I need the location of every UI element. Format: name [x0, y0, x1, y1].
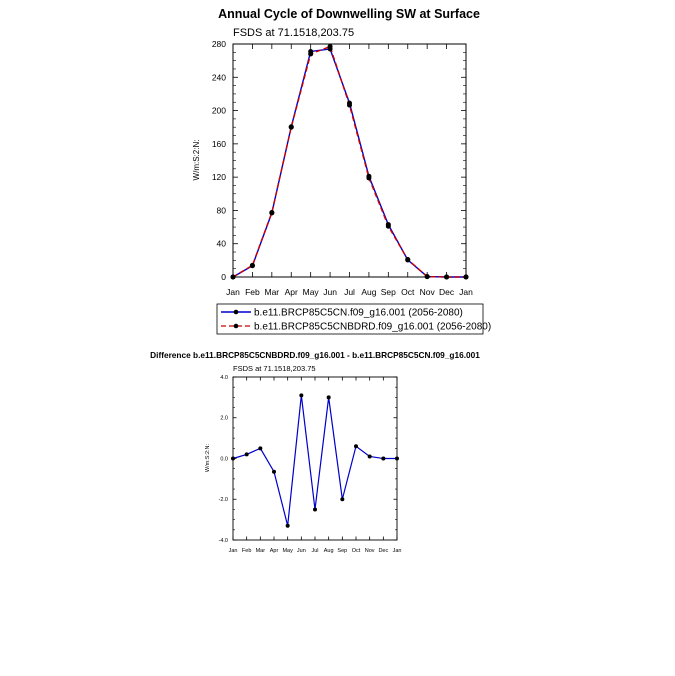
diff-chart-subtitle: FSDS at 71.1518,203.75 [233, 364, 316, 373]
x-tick-label: Mar [265, 287, 280, 297]
diff-chart-title: Difference b.e11.BRCP85C5CNBDRD.f09_g16.… [150, 350, 480, 360]
series-line-0 [232, 395, 397, 526]
data-point [285, 523, 290, 528]
x-tick-label: Jan [229, 548, 238, 554]
legend-label-bdrd: b.e11.BRCP85C5CNBDRD.f09_g16.001 (2056-2… [254, 322, 491, 333]
y-tick-label: 4.0 [220, 375, 228, 381]
y-tick-label: 240 [212, 72, 226, 82]
x-tick-label: Sep [337, 548, 347, 554]
x-tick-label: Aug [361, 287, 376, 297]
y-tick-label: 200 [212, 106, 226, 116]
annual-cycle-chart: Annual Cycle of Downwelling SW at Surfac… [192, 7, 491, 335]
data-point [424, 274, 430, 280]
data-point [249, 262, 255, 268]
legend-box [216, 303, 484, 335]
y-tick-label: 0.0 [220, 456, 228, 462]
data-point [463, 274, 469, 280]
diff-series-group [231, 393, 399, 528]
x-tick-label: Feb [242, 548, 251, 554]
x-tick-label: Jun [323, 287, 337, 297]
legend-label-cn: b.e11.BRCP85C5CN.f09_g16.001 (2056-2080) [254, 308, 463, 319]
data-point [347, 102, 352, 108]
chart-title: Annual Cycle of Downwelling SW at Surfac… [218, 7, 480, 21]
data-point [326, 395, 331, 400]
x-tick-label: Apr [270, 548, 279, 554]
x-tick-label: Jan [459, 287, 473, 297]
data-point [367, 454, 372, 459]
y-tick-label: -4.0 [219, 538, 228, 544]
y-tick-label: 40 [217, 239, 227, 249]
diff-y-axis-label: W/m:S:2:N: [205, 443, 211, 472]
series-line-0 [232, 48, 466, 278]
diff-plot-frame [232, 376, 398, 541]
data-point [385, 223, 391, 229]
x-tick-label: Jan [393, 548, 402, 554]
y-tick-label: 80 [217, 205, 227, 215]
legend-marker-cn [233, 309, 239, 315]
x-tick-label: Oct [401, 287, 415, 297]
data-point [308, 51, 314, 57]
x-tick-label: Dec [439, 287, 455, 297]
legend-marker-bdrd [233, 323, 239, 329]
data-point [258, 446, 263, 451]
data-point [327, 43, 333, 49]
data-point [395, 456, 399, 461]
data-point [313, 507, 317, 512]
data-point [405, 257, 411, 263]
x-tick-label: Mar [256, 548, 266, 554]
data-point [231, 456, 235, 461]
chart-subtitle: FSDS at 71.1518,203.75 [233, 27, 354, 39]
x-tick-label: Nov [365, 548, 375, 554]
y-tick-label: -2.0 [219, 497, 228, 503]
y-tick-label: 2.0 [220, 416, 228, 422]
data-point [444, 274, 450, 280]
x-tick-label: Feb [245, 287, 260, 297]
series-line-1 [232, 45, 466, 278]
x-tick-label: Dec [378, 548, 388, 554]
x-tick-label: Oct [352, 548, 361, 554]
x-tick-label: Apr [285, 287, 298, 297]
data-point [230, 274, 236, 280]
axis-ticks: Jan Feb Mar Apr May Jun Jul Aug Sep Oct Nov Dec Jan0… [212, 39, 473, 297]
x-tick-label: Nov [420, 287, 436, 297]
x-tick-label: Aug [324, 548, 334, 554]
x-tick-label: Jul [344, 287, 355, 297]
x-tick-label: Jun [297, 548, 306, 554]
data-point [381, 456, 386, 461]
data-point [340, 497, 345, 502]
legend: b.e11.BRCP85C5CN.f09_g16.001 (2056-2080)… [216, 303, 491, 335]
diff-axis-ticks: Jan Feb Mar Apr May Jun Jul Aug Sep Oct Nov Dec Jan-… [219, 375, 402, 554]
data-point [244, 452, 249, 457]
series-group [230, 43, 469, 280]
plot-frame [232, 43, 467, 278]
x-tick-label: May [282, 548, 293, 554]
x-tick-label: Sep [381, 287, 396, 297]
x-tick-label: Jul [311, 548, 318, 554]
data-point [288, 124, 294, 130]
y-tick-label: 0 [221, 272, 226, 282]
y-tick-label: 160 [212, 139, 226, 149]
difference-chart: Difference b.e11.BRCP85C5CNBDRD.f09_g16.… [150, 350, 480, 554]
y-axis-label: W/m:S:2:N: [192, 140, 201, 181]
x-tick-label: May [303, 287, 320, 297]
data-point [299, 393, 304, 398]
x-tick-label: Jan [226, 287, 240, 297]
data-point [354, 444, 358, 449]
y-tick-label: 120 [212, 172, 226, 182]
data-point [272, 469, 276, 474]
data-point [269, 210, 275, 216]
y-tick-label: 280 [212, 39, 226, 49]
data-point [366, 175, 372, 181]
